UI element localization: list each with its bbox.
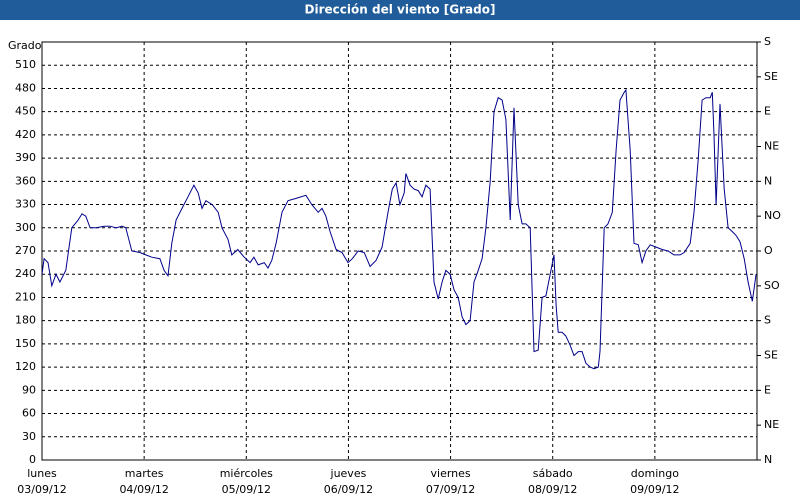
- y-tick-label: 510: [15, 58, 36, 71]
- y2-tick-label: N: [764, 453, 772, 466]
- y2-tick-label: O: [764, 244, 773, 257]
- y2-tick-label: E: [764, 383, 771, 396]
- x-tick-date: 05/09/12: [222, 483, 271, 496]
- x-tick-label: lunes: [27, 467, 57, 480]
- y-tick-label: 480: [15, 81, 36, 94]
- y-tick-label: 240: [15, 267, 36, 280]
- y-tick-label: 150: [15, 337, 36, 350]
- y-tick-label: 270: [15, 244, 36, 257]
- y-tick-label: 420: [15, 128, 36, 141]
- x-tick-label: viernes: [431, 467, 471, 480]
- y-tick-label: 30: [22, 430, 36, 443]
- y-tick-label: 120: [15, 360, 36, 373]
- y2-tick-label: SO: [764, 279, 780, 292]
- x-tick-date: 09/09/12: [630, 483, 679, 496]
- y-tick-label: 90: [22, 383, 36, 396]
- x-tick-label: sábado: [533, 467, 573, 480]
- y2-tick-label: S: [764, 35, 771, 48]
- x-tick-label: jueves: [330, 467, 367, 480]
- y-tick-label: 390: [15, 151, 36, 164]
- chart-title: Dirección del viento [Grado]: [305, 3, 496, 17]
- x-tick-date: 06/09/12: [324, 483, 373, 496]
- y2-tick-label: S: [764, 314, 771, 327]
- y-axis-label: Grado: [8, 39, 42, 52]
- x-tick-date: 08/09/12: [528, 483, 577, 496]
- x-tick-label: martes: [125, 467, 164, 480]
- y2-tick-label: SE: [764, 70, 778, 83]
- y2-tick-label: NE: [764, 418, 779, 431]
- y-tick-label: 180: [15, 314, 36, 327]
- y-tick-label: 60: [22, 407, 36, 420]
- y-tick-label: 0: [29, 453, 36, 466]
- y-tick-label: 330: [15, 198, 36, 211]
- x-tick-date: 04/09/12: [119, 483, 168, 496]
- y-tick-label: 360: [15, 174, 36, 187]
- y2-tick-label: N: [764, 174, 772, 187]
- data-line: [41, 88, 757, 370]
- y2-tick-label: SE: [764, 349, 778, 362]
- x-tick-label: domingo: [631, 467, 679, 480]
- x-tick-label: miércoles: [220, 467, 273, 480]
- x-tick-date: 07/09/12: [426, 483, 475, 496]
- y-tick-label: 300: [15, 221, 36, 234]
- y-tick-label: 450: [15, 105, 36, 118]
- x-tick-date: 03/09/12: [17, 483, 66, 496]
- title-bar: [0, 0, 800, 20]
- y2-tick-label: E: [764, 105, 771, 118]
- y2-tick-label: NE: [764, 140, 779, 153]
- y-tick-label: 210: [15, 290, 36, 303]
- y2-tick-label: NO: [764, 209, 781, 222]
